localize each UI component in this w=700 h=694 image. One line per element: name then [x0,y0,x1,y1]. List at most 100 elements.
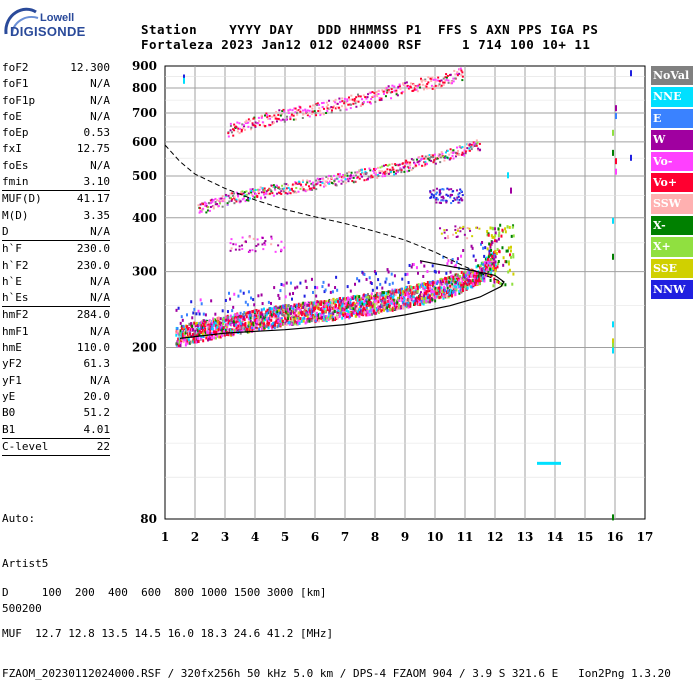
echo-point [277,324,280,328]
param-value: 12.75 [76,142,110,156]
echo-point [279,190,282,193]
echo-point [363,179,366,182]
echo-point [251,122,254,125]
echo-point [258,314,261,318]
echo-point [274,250,277,253]
echo-point [265,314,268,318]
echo-point [462,285,465,289]
echo-point [445,229,448,232]
echo-point [415,299,418,303]
echo-point [199,207,202,210]
echo-point [322,113,325,116]
echo-point [478,272,481,276]
echo-point [369,169,372,172]
echo-point [299,183,302,186]
echo-point [362,307,365,311]
echo-point [316,300,319,304]
echo-point [502,263,505,267]
echo-point [407,162,410,165]
param-value: 230.0 [76,258,110,272]
echo-point [409,85,412,88]
echo-point [313,187,316,190]
echo-point [346,172,349,175]
echo-point [449,276,452,280]
echo-point [352,102,355,105]
echo-point [261,243,264,246]
echo-point [401,277,404,281]
echo-point [448,158,451,161]
echo-point [215,330,218,334]
echo-point [294,309,297,313]
echo-point [312,290,314,294]
echo-point [362,100,365,103]
echo-point [286,318,289,322]
echo-point [407,299,410,303]
echo-point [239,289,242,293]
echo-point [407,166,410,169]
echo-point [437,292,440,296]
echo-point [294,118,297,121]
echo-point [238,122,241,125]
echo-point [427,157,430,160]
echo-point [374,296,377,300]
echo-point [220,324,223,328]
echo-point [438,191,441,194]
echo-point [305,311,308,315]
echo-point [366,293,369,297]
echo-point [427,154,430,157]
echo-point [457,195,460,198]
echo-point [460,270,463,274]
echo-point [208,319,211,323]
echo-point [221,309,224,313]
echo-point [267,117,270,120]
echo-point [446,295,449,299]
echo-point [373,300,376,304]
echo-point [229,196,232,199]
echo-point [440,151,443,154]
echo-point [242,313,245,317]
echo-point [326,110,329,113]
echo-point [454,273,457,277]
echo-point [390,272,393,276]
echo-point [206,330,209,334]
param-value: 4.01 [83,422,111,436]
echo-point [386,303,389,307]
echo-point [286,192,289,195]
echo-point [402,290,405,294]
echo-point [377,292,380,296]
echo-point [294,111,297,114]
echo-point [321,181,324,184]
echo-point [615,168,617,175]
echo-point [256,327,259,331]
echo-point [504,230,507,234]
echo-point [425,85,428,88]
echo-point [391,308,394,312]
param-value: 61.3 [83,357,111,371]
echo-point [488,263,491,267]
echo-point [446,194,449,197]
echo-point [263,193,266,196]
echo-point [356,171,359,174]
echo-point [275,319,278,323]
echo-point [309,314,312,318]
echo-point [418,156,421,159]
echo-point [273,187,276,190]
echo-point [231,309,234,313]
param-value: 110.0 [76,341,110,355]
echo-point [303,316,306,320]
echo-point [489,263,492,267]
param-name: foE [2,109,22,123]
echo-point [486,268,489,272]
echo-point [330,181,333,184]
echo-point [442,294,445,298]
echo-point [225,332,228,336]
param-value: 0.53 [83,126,111,140]
echo-point [430,79,433,82]
echo-point [341,100,344,103]
echo-point [210,322,213,326]
echo-point [392,168,395,171]
echo-point [452,151,455,154]
echo-point [175,342,178,346]
echo-point [175,330,178,334]
param-name: h`E [2,274,22,288]
